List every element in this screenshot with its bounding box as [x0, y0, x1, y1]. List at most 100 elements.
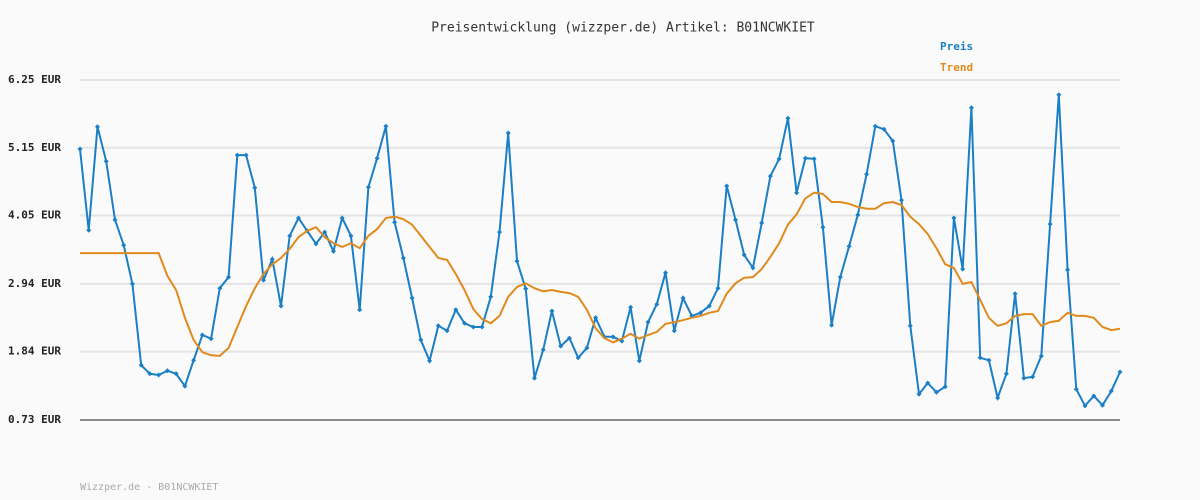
point-marker	[129, 281, 135, 287]
point-marker	[1012, 291, 1018, 297]
point-marker	[295, 215, 301, 221]
point-marker	[339, 215, 345, 221]
point-marker	[732, 217, 738, 223]
point-marker	[208, 336, 214, 342]
point-marker	[1082, 403, 1088, 409]
point-marker	[558, 343, 564, 349]
point-marker	[995, 395, 1001, 401]
point-marker	[1091, 393, 1097, 399]
point-marker	[907, 323, 913, 329]
point-marker	[706, 303, 712, 309]
point-marker	[392, 219, 398, 225]
point-marker	[505, 130, 511, 136]
y-tick-label: 6.25 EUR	[8, 73, 61, 86]
point-marker	[173, 371, 179, 377]
point-marker	[164, 368, 170, 374]
point-marker	[698, 310, 704, 316]
point-marker	[488, 294, 494, 300]
point-marker	[400, 255, 406, 261]
point-marker	[269, 256, 275, 262]
point-marker	[365, 184, 371, 190]
point-marker	[794, 190, 800, 196]
legend-entry: Trend	[940, 61, 973, 74]
point-marker	[575, 355, 581, 361]
point-marker	[313, 241, 319, 247]
series-line	[80, 191, 1121, 357]
point-marker	[496, 229, 502, 235]
point-marker	[925, 380, 931, 386]
point-marker	[234, 152, 240, 158]
point-marker	[759, 220, 765, 226]
point-marker	[322, 229, 328, 235]
point-marker	[252, 185, 258, 191]
point-marker	[156, 372, 162, 378]
point-marker	[357, 307, 363, 313]
point-marker	[1047, 221, 1053, 227]
point-marker	[566, 335, 572, 341]
point-marker	[671, 328, 677, 334]
point-marker	[837, 274, 843, 280]
series-line	[79, 94, 1121, 408]
y-tick-label: 1.84 EUR	[8, 345, 61, 358]
point-marker	[1065, 267, 1071, 273]
point-marker	[1108, 388, 1114, 394]
chart-title: Preisentwicklung (wizzper.de) Artikel: B…	[431, 21, 815, 36]
point-marker	[724, 183, 730, 189]
point-marker	[147, 371, 153, 377]
point-marker	[1038, 353, 1044, 359]
point-marker	[435, 323, 441, 329]
point-marker	[811, 156, 817, 162]
point-marker	[514, 258, 520, 264]
point-marker	[479, 324, 485, 330]
point-marker	[785, 115, 791, 121]
point-marker	[103, 158, 109, 164]
point-marker	[94, 124, 100, 130]
point-marker	[427, 358, 433, 364]
point-marker	[628, 304, 634, 310]
point-marker	[287, 233, 293, 239]
point-marker	[86, 227, 92, 233]
point-marker	[680, 295, 686, 301]
point-marker	[243, 152, 249, 158]
point-marker	[741, 252, 747, 258]
point-marker	[846, 243, 852, 249]
point-marker	[654, 301, 660, 307]
point-marker	[872, 123, 878, 129]
point-marker	[1073, 386, 1079, 392]
point-marker	[540, 347, 546, 353]
point-marker	[182, 383, 188, 389]
point-marker	[261, 277, 267, 283]
point-marker	[418, 337, 424, 343]
point-marker	[899, 197, 905, 203]
point-marker	[855, 212, 861, 218]
point-marker	[750, 265, 756, 271]
point-marker	[864, 171, 870, 177]
point-marker	[820, 224, 826, 230]
point-marker	[453, 307, 459, 313]
point-marker	[776, 156, 782, 162]
point-marker	[802, 155, 808, 161]
point-marker	[1021, 375, 1027, 381]
point-marker	[444, 328, 450, 334]
point-marker	[330, 248, 336, 254]
point-marker	[1056, 92, 1062, 98]
point-marker	[409, 295, 415, 301]
point-marker	[348, 233, 354, 239]
y-tick-label: 4.05 EUR	[8, 209, 61, 222]
point-marker	[1030, 374, 1036, 380]
point-marker	[374, 155, 380, 161]
point-marker	[916, 391, 922, 397]
point-marker	[977, 355, 983, 361]
y-tick-label: 0.73 EUR	[8, 413, 61, 426]
point-marker	[715, 285, 721, 291]
point-marker	[523, 286, 529, 292]
point-marker	[968, 105, 974, 111]
point-marker	[383, 123, 389, 129]
point-marker	[549, 308, 555, 314]
point-marker	[636, 358, 642, 364]
y-tick-label: 5.15 EUR	[8, 141, 61, 154]
footer: Wizzper.de - B01NCWKIET	[80, 482, 218, 493]
legend-entry: Preis	[940, 40, 973, 53]
point-marker	[531, 375, 537, 381]
